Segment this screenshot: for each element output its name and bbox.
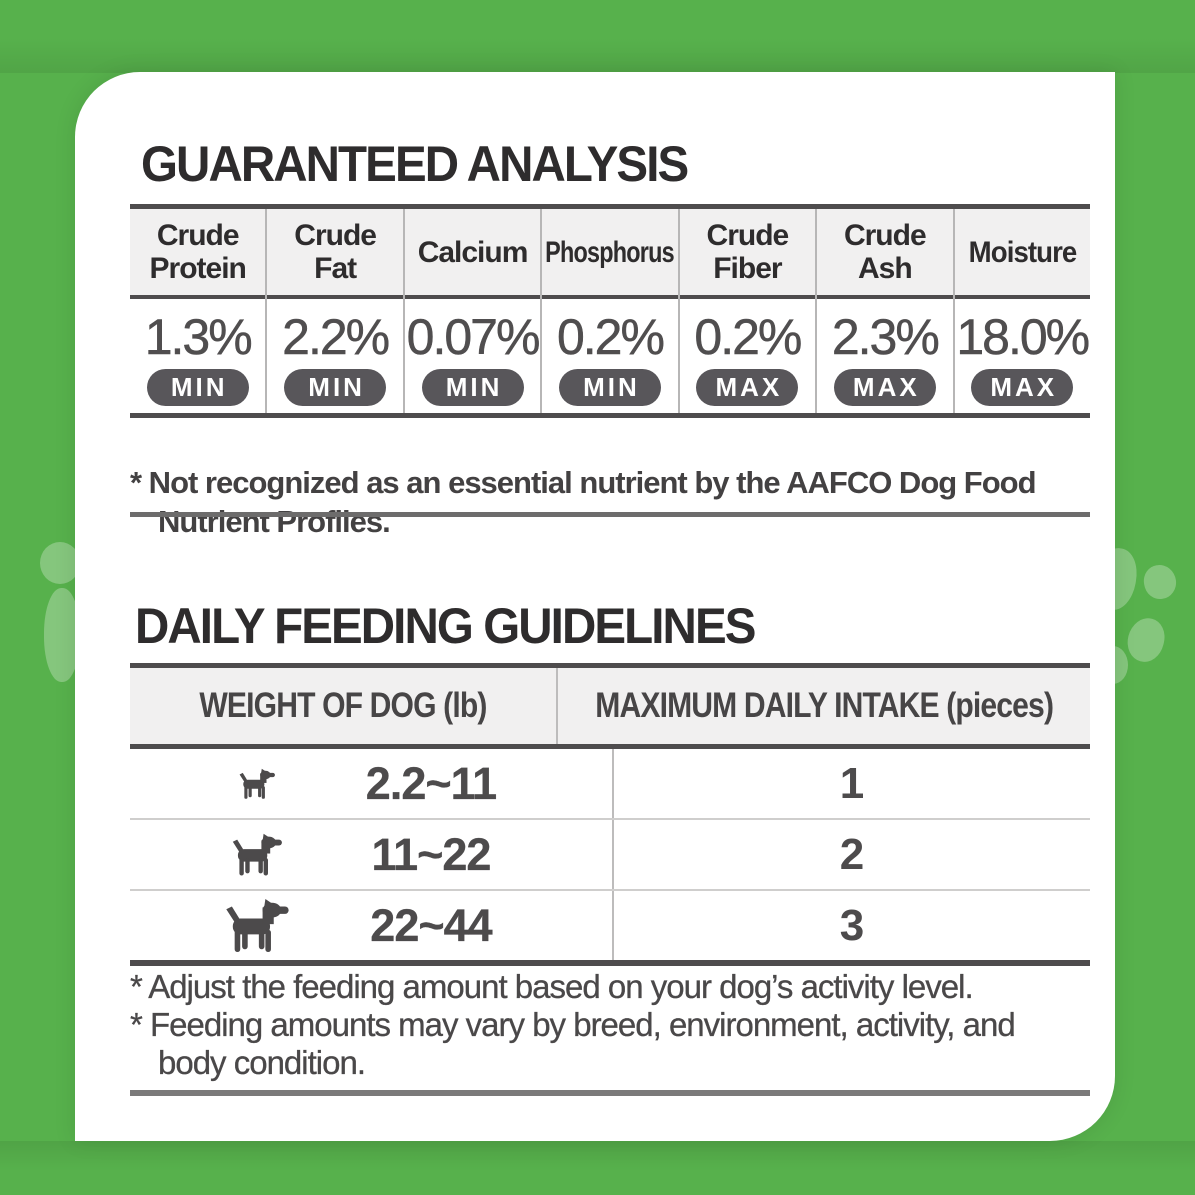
- paw-toe-blob: [40, 542, 80, 584]
- min-max-badge: MAX: [696, 369, 799, 406]
- header-line: Phosphorus: [545, 235, 675, 269]
- header-line: Protein: [149, 252, 247, 285]
- nutrient-value: 2.3%: [831, 309, 940, 366]
- paw-toe-blob: [1141, 562, 1179, 602]
- ga-header-cell: Calcium: [404, 209, 541, 299]
- header-label: MAXIMUM DAILY INTAKE (pieces): [594, 686, 1054, 725]
- ga-column-crude-protein: Crude Protein 1.3% MIN: [130, 209, 266, 413]
- paw-toe-blob: [1123, 614, 1169, 666]
- nutrient-value: 18.0%: [956, 309, 1090, 366]
- ga-value-cell: 1.3% MIN: [130, 299, 265, 413]
- feeding-table-header: WEIGHT OF DOG (lb) MAXIMUM DAILY INTAKE …: [130, 668, 1090, 749]
- intake-value: 3: [612, 891, 1090, 960]
- header-line: Crude: [294, 219, 377, 252]
- ga-header-cell: Crude Fiber: [679, 209, 816, 299]
- ga-value-cell: 0.2% MIN: [542, 299, 677, 413]
- header-line: Ash: [857, 252, 913, 285]
- weight-header-cell: WEIGHT OF DOG (lb): [130, 668, 556, 744]
- header-line: Fiber: [713, 252, 782, 285]
- nutrient-value: 0.2%: [556, 309, 665, 366]
- ga-header-cell: Phosphorus: [542, 209, 678, 299]
- intake-value: 2: [612, 820, 1090, 889]
- intake-header-cell: MAXIMUM DAILY INTAKE (pieces): [555, 668, 1090, 744]
- feeding-footnote: * Feeding amounts may vary by breed, env…: [130, 1006, 1016, 1081]
- header-label: WEIGHT OF DOG (lb): [199, 686, 487, 725]
- nutrient-value: 0.07%: [406, 309, 540, 366]
- ga-value-cell: 2.3% MAX: [817, 299, 952, 413]
- weight-value: 11~22: [371, 828, 491, 880]
- header-line: Moisture: [968, 235, 1077, 269]
- ga-header-cell: Crude Ash: [817, 209, 953, 299]
- ga-value-cell: 18.0% MAX: [955, 299, 1090, 413]
- header-line: Fat: [314, 252, 357, 285]
- ga-column-phosphorus: Phosphorus 0.2% MIN: [540, 209, 678, 413]
- header-line: Crude: [706, 219, 790, 252]
- min-max-badge: MIN: [146, 369, 249, 406]
- weight-value: 2.2~11: [365, 757, 498, 809]
- ga-column-crude-fat: Crude Fat 2.2% MIN: [265, 209, 403, 413]
- header-line: Calcium: [417, 235, 529, 269]
- feeding-footnotes: * Adjust the feeding amount based on you…: [130, 968, 1090, 1082]
- bottom-crease-shadow: [0, 1141, 1195, 1171]
- ga-header-cell: Moisture: [954, 209, 1090, 299]
- min-max-badge: MAX: [971, 369, 1074, 406]
- feeding-row-medium-dog: 11~22 2: [130, 818, 1090, 889]
- guaranteed-analysis-table: Crude Protein 1.3% MIN Crude Fat 2.2% MI…: [130, 204, 1090, 418]
- ga-column-crude-ash: Crude Ash 2.3% MAX: [815, 209, 953, 413]
- ga-header-cell: Crude Fat: [267, 209, 403, 299]
- header-line: Crude: [156, 219, 240, 252]
- ga-value-cell: 0.07% MIN: [405, 299, 541, 413]
- nutrient-value: 2.2%: [282, 309, 390, 366]
- ga-value-cell: 0.2% MAX: [680, 299, 815, 413]
- min-max-badge: MIN: [421, 369, 524, 406]
- weight-cell: 22~44: [130, 891, 612, 960]
- min-max-badge: MAX: [833, 369, 936, 406]
- feeding-guidelines-title: DAILY FEEDING GUIDELINES: [135, 598, 756, 654]
- label-card: GUARANTEED ANALYSIS Crude Protein 1.3% M…: [75, 72, 1115, 1141]
- min-max-badge: MIN: [284, 369, 387, 406]
- feeding-row-large-dog: 22~44 3: [130, 889, 1090, 960]
- min-max-badge: MIN: [558, 369, 661, 406]
- ga-column-crude-fiber: Crude Fiber 0.2% MAX: [677, 209, 816, 413]
- feeding-row-small-dog: 2.2~11 1: [130, 749, 1090, 818]
- section-divider-rule: [130, 512, 1090, 517]
- nutrient-value: 1.3%: [144, 309, 252, 366]
- weight-value: 22~44: [370, 899, 493, 951]
- paw-pad-blob: [44, 588, 80, 682]
- feeding-footnote: * Adjust the feeding amount based on you…: [130, 968, 974, 1005]
- ga-column-calcium: Calcium 0.07% MIN: [402, 209, 541, 413]
- guaranteed-analysis-title: GUARANTEED ANALYSIS: [141, 136, 689, 192]
- top-crease-shadow: [0, 38, 1195, 73]
- aafco-footnote: * Not recognized as an essential nutrien…: [130, 465, 1037, 539]
- ga-value-cell: 2.2% MIN: [267, 299, 402, 413]
- weight-cell: 2.2~11: [130, 749, 612, 818]
- ga-header-cell: Crude Protein: [130, 209, 266, 299]
- intake-value: 1: [612, 749, 1090, 818]
- nutrient-value: 0.2%: [694, 309, 802, 366]
- weight-cell: 11~22: [130, 820, 612, 889]
- ga-column-moisture: Moisture 18.0% MAX: [952, 209, 1090, 413]
- bottom-rule: [130, 1090, 1090, 1096]
- feeding-guidelines-table: WEIGHT OF DOG (lb) MAXIMUM DAILY INTAKE …: [130, 663, 1090, 966]
- header-line: Crude: [843, 219, 927, 252]
